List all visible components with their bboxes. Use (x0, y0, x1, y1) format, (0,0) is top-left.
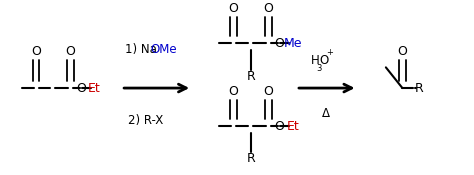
Text: O: O (66, 45, 75, 58)
Text: O: O (319, 54, 328, 67)
Text: O: O (398, 45, 407, 58)
Text: O: O (274, 37, 284, 50)
Text: Me: Me (283, 37, 302, 50)
Text: R: R (246, 70, 255, 83)
Text: O: O (264, 85, 273, 98)
Text: 1) Na: 1) Na (125, 43, 156, 56)
Text: Et: Et (286, 120, 299, 132)
Text: OMe: OMe (150, 43, 177, 56)
Text: O: O (76, 82, 86, 95)
Text: O: O (31, 45, 41, 58)
Text: O: O (228, 2, 238, 15)
Text: R: R (415, 82, 423, 95)
Text: 3: 3 (317, 64, 322, 73)
Text: Et: Et (88, 82, 100, 95)
Text: O: O (264, 2, 273, 15)
Text: Δ: Δ (322, 107, 330, 120)
Text: H: H (310, 54, 319, 67)
Text: 2) R-X: 2) R-X (128, 114, 163, 127)
Text: +: + (326, 48, 333, 57)
Text: O: O (228, 85, 238, 98)
Text: R: R (246, 152, 255, 165)
Text: O: O (274, 120, 284, 132)
